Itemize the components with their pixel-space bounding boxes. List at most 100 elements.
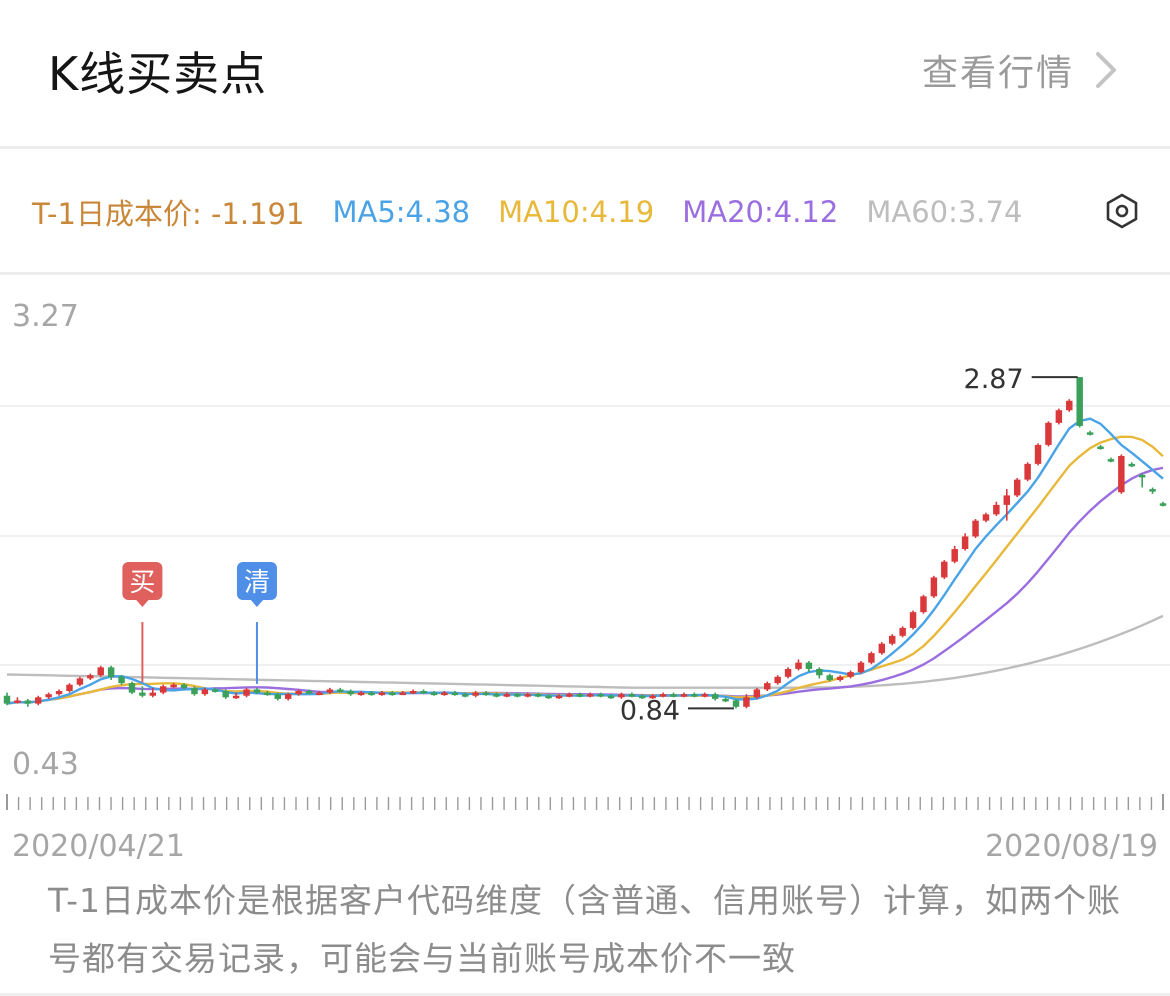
candle [972, 519, 979, 538]
candle [816, 667, 823, 679]
view-quotes-label: 查看行情 [921, 53, 1074, 94]
candle-body [55, 691, 63, 695]
candle [1045, 421, 1052, 447]
candle [451, 691, 459, 696]
candle [1066, 399, 1073, 412]
candle-body [639, 695, 646, 699]
candle-body [1034, 444, 1042, 464]
candle-body [618, 694, 625, 698]
candle-body [909, 612, 917, 628]
candle [1097, 444, 1104, 450]
candle [295, 689, 302, 696]
candle [1034, 443, 1042, 466]
candle [430, 691, 438, 696]
candle [941, 560, 948, 580]
candle [159, 684, 167, 695]
candle [472, 691, 479, 698]
candle-body [212, 689, 219, 692]
candle [951, 545, 958, 564]
marker-pointer [249, 599, 264, 607]
candle-body [430, 692, 438, 696]
candle-body [1013, 479, 1021, 496]
candle [139, 686, 146, 698]
candle [222, 689, 229, 699]
candle [774, 675, 781, 685]
candle-body [337, 689, 344, 692]
cost-price-label: T-1日成本价: -1.191 [32, 197, 305, 231]
candle-body [649, 695, 656, 699]
candle-body [264, 692, 271, 696]
candle [253, 687, 261, 695]
candle [514, 692, 521, 698]
candle-body [743, 697, 750, 707]
candle [503, 692, 511, 698]
candle [180, 683, 188, 690]
candle-body [378, 692, 386, 696]
candle-body [243, 689, 250, 696]
candle [284, 692, 292, 701]
x-tick-end: 2020/08/19 [985, 829, 1158, 864]
candle-body [868, 653, 875, 663]
cost-price-note: T-1日成本价是根据客户代码维度（含普通、信用账号）计算，如两个账号都有交易记录… [48, 881, 1122, 978]
x-axis [6, 794, 1164, 810]
candle [87, 673, 94, 680]
candle [930, 575, 938, 598]
settings-hexagon-icon[interactable] [1104, 193, 1140, 229]
view-quotes-link[interactable]: 查看行情 [922, 44, 1122, 96]
candle-body [930, 577, 938, 597]
page-title: K线买卖点 [48, 47, 268, 101]
candle-body [711, 694, 719, 699]
ma10-label: MA10:4.19 [498, 195, 655, 229]
candle [118, 675, 125, 685]
candle [493, 692, 500, 698]
candle [1138, 473, 1146, 488]
candle-body [586, 694, 594, 697]
candle-body [316, 692, 323, 696]
candle-body [87, 675, 94, 679]
candle [357, 691, 365, 696]
candle-body [555, 695, 563, 699]
candle [232, 692, 240, 699]
candle-body [139, 692, 146, 696]
candle [305, 689, 313, 695]
candles [3, 377, 1167, 709]
candle [795, 659, 802, 671]
candle-body [253, 689, 261, 693]
buy-marker: 买 [122, 562, 163, 683]
candle [691, 692, 698, 698]
indicator-row: T-1日成本价: -1.191 MA5:4.38 MA10:4.19 MA20:… [32, 190, 1050, 234]
candle-body [701, 694, 708, 697]
kline-chart: 2.87 0.84 买 清 3.27 0.43 2020/04/21 2020/08/… [0, 299, 1170, 864]
candle [107, 665, 115, 680]
candle-body [368, 692, 375, 696]
candle [555, 694, 563, 699]
clear-marker: 清 [236, 562, 277, 684]
candle [1055, 408, 1063, 425]
candle-body [149, 692, 157, 696]
candle-body [836, 676, 844, 680]
candle [836, 675, 844, 682]
candle [753, 687, 761, 699]
candle-body [347, 691, 354, 695]
candle-body [545, 695, 552, 699]
candle [201, 687, 209, 696]
candle-body [847, 672, 854, 677]
candle-body [1138, 474, 1146, 478]
candle [649, 694, 656, 699]
candle [826, 673, 833, 682]
candle-body [472, 692, 479, 696]
candle-body [566, 694, 573, 697]
candle [389, 691, 396, 696]
candle-body [482, 692, 490, 696]
candle-body [97, 667, 104, 676]
low-price-label: 0.84 [620, 695, 680, 726]
candle-body [503, 694, 511, 697]
marker-label: 买 [129, 568, 155, 598]
candle [920, 594, 927, 614]
ma5-label: MA5:4.38 [332, 195, 471, 229]
candle [899, 626, 906, 638]
header: K线买卖点 查看行情 [0, 0, 1170, 146]
candle [97, 665, 104, 677]
candle-body [1086, 432, 1094, 435]
candle [243, 687, 250, 698]
